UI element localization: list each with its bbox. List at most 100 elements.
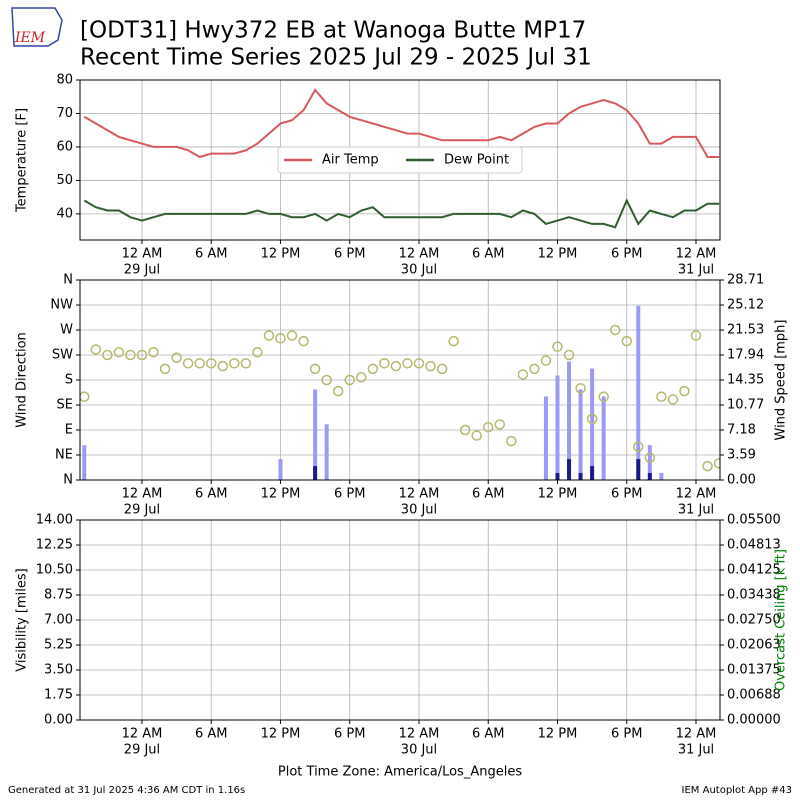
x-tick-label: 6 PM — [611, 727, 642, 742]
y-tick-label: S — [65, 373, 73, 388]
plot-area — [80, 305, 720, 480]
y-tick-label: 70 — [56, 106, 73, 121]
point — [506, 435, 517, 447]
point — [598, 391, 609, 402]
line — [83, 88, 720, 159]
point — [563, 349, 575, 361]
y2-tick-label: 14.35 — [727, 373, 764, 388]
bar — [313, 466, 318, 480]
legend-box — [277, 146, 523, 174]
x-tick-date: 31 Jul — [678, 263, 714, 278]
point — [575, 383, 586, 394]
bar — [590, 368, 595, 480]
y-tick-label: N — [63, 473, 73, 488]
bar — [578, 473, 583, 480]
x-tick-label: 12 AM — [399, 727, 440, 742]
y2-tick-label: 3.59 — [727, 447, 756, 462]
point — [356, 371, 367, 383]
point — [644, 452, 656, 464]
y2-tick-label: 0.00688 — [727, 687, 781, 702]
point — [148, 346, 159, 358]
legend-label: Dew Point — [444, 153, 509, 168]
y2-tick-label: 0.03438 — [727, 587, 781, 602]
x-tick-label: 12 AM — [399, 247, 440, 262]
point — [136, 349, 148, 361]
x-tick-date: 30 Jul — [401, 743, 437, 758]
y-axis-label: Visibility [miles] — [15, 568, 30, 671]
y2-tick-label: 21.53 — [727, 323, 764, 338]
bar — [543, 396, 548, 480]
y-tick-label: 50 — [56, 173, 73, 188]
point — [344, 374, 355, 386]
point — [90, 344, 102, 355]
point — [448, 335, 459, 347]
x-tick-date: 31 Jul — [678, 503, 714, 518]
y-tick-label: 60 — [56, 139, 73, 154]
point — [286, 330, 298, 341]
point — [217, 360, 229, 372]
x-tick-date: 29 Jul — [124, 263, 160, 278]
y2-tick-label: 0.02750 — [727, 613, 781, 628]
x-tick-label: 6 PM — [334, 727, 365, 742]
bar — [636, 459, 641, 480]
y-tick-label: NW — [50, 298, 73, 313]
point — [702, 460, 713, 472]
bar — [555, 375, 560, 480]
bar — [590, 466, 595, 480]
y-tick-label: E — [65, 423, 73, 438]
point — [436, 363, 448, 375]
point — [332, 385, 344, 397]
x-tick-date: 30 Jul — [401, 503, 437, 518]
point — [309, 363, 321, 375]
y2-tick-label: 0.05500 — [727, 513, 781, 528]
y-tick-label: 0.00 — [44, 713, 73, 728]
x-tick-label: 6 PM — [611, 247, 642, 262]
x-tick-label: 12 PM — [538, 727, 578, 742]
y2-tick-label: 0.02063 — [727, 637, 781, 652]
y-tick-label: 1.75 — [44, 688, 73, 703]
frame — [79, 519, 721, 721]
point — [367, 363, 379, 375]
x-tick-label: 12 PM — [261, 727, 301, 742]
y2-tick-label: 0.04125 — [727, 563, 781, 578]
y-tick-label: 5.25 — [44, 638, 73, 653]
y2-axis-label: Wind Speed [mph] — [774, 320, 789, 441]
y2-tick-label: 17.94 — [727, 348, 764, 363]
legend-label: Air Temp — [322, 153, 379, 168]
x-axis-label: Plot Time Zone: America/Los_Angeles — [278, 765, 522, 780]
x-tick-date: 31 Jul — [678, 743, 714, 758]
point — [125, 349, 136, 361]
x-tick-label: 12 PM — [261, 247, 301, 262]
footer-left: Generated at 31 Jul 2025 4:36 AM CDT in … — [8, 785, 245, 796]
y2-tick-label: 0.00000 — [727, 713, 781, 728]
point — [690, 330, 702, 341]
y2-axis-label: Overcast Ceiling [k ft] — [774, 549, 789, 691]
bar — [647, 473, 652, 480]
y-tick-label: N — [63, 273, 73, 288]
x-tick-label: 6 AM — [195, 727, 228, 742]
y-tick-label: 8.75 — [44, 588, 73, 603]
x-tick-label: 12 AM — [122, 727, 163, 742]
y2-tick-label: 0.04813 — [727, 537, 781, 552]
point — [471, 430, 482, 441]
x-tick-label: 6 PM — [611, 487, 642, 502]
y-axis-label: Temperature [F] — [15, 108, 30, 213]
frame — [79, 279, 721, 481]
point — [298, 335, 309, 347]
x-tick-label: 6 PM — [334, 247, 365, 262]
point — [379, 358, 390, 369]
y2-tick-label: 0.00 — [727, 473, 756, 488]
y-tick-label: W — [60, 323, 73, 338]
point — [667, 394, 679, 405]
y-tick-label: NE — [55, 448, 73, 463]
point — [529, 363, 540, 375]
x-tick-label: 12 PM — [538, 247, 578, 262]
x-tick-label: 6 AM — [195, 487, 228, 502]
y2-tick-label: 0.01375 — [727, 663, 781, 678]
point — [80, 391, 90, 402]
point — [656, 391, 667, 402]
point — [113, 346, 125, 358]
bar — [313, 389, 318, 480]
point — [621, 335, 632, 347]
